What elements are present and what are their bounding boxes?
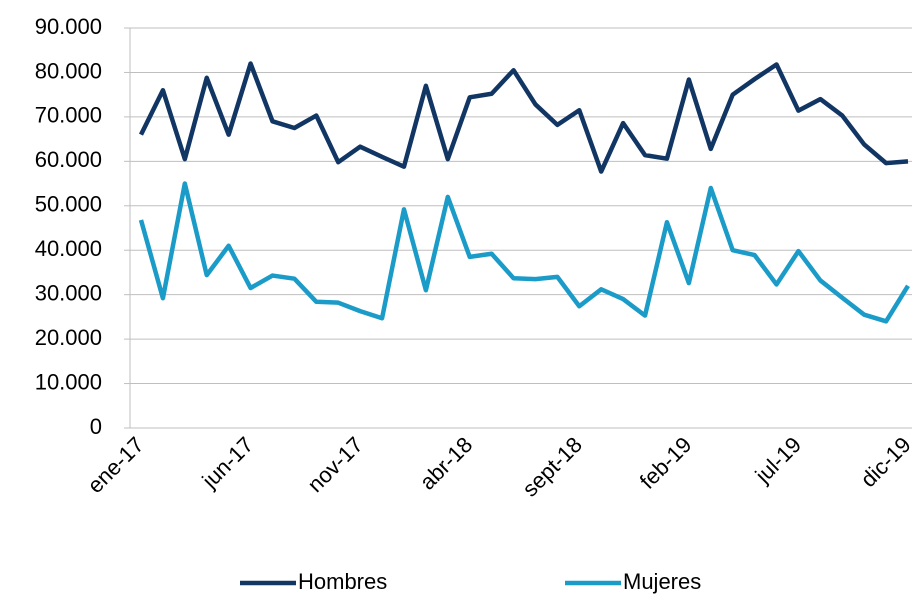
y-tick-label: 50.000 bbox=[35, 192, 102, 217]
x-tick-label: jun-17 bbox=[197, 432, 259, 494]
y-tick-label: 90.000 bbox=[35, 14, 102, 39]
series-line bbox=[138, 181, 910, 324]
x-tick-label: nov-17 bbox=[303, 432, 368, 497]
y-tick-label: 0 bbox=[90, 414, 102, 439]
legend-label: Mujeres bbox=[623, 569, 701, 594]
x-tick-label: feb-19 bbox=[635, 432, 697, 494]
y-tick-label: 20.000 bbox=[35, 325, 102, 350]
y-tick-label: 70.000 bbox=[35, 103, 102, 128]
y-tick-label: 40.000 bbox=[35, 236, 102, 261]
x-tick-label: abr-18 bbox=[415, 432, 478, 495]
y-tick-label: 10.000 bbox=[35, 369, 102, 394]
x-tick-label: sept-18 bbox=[517, 432, 587, 502]
y-tick-label: 80.000 bbox=[35, 58, 102, 83]
y-tick-label: 60.000 bbox=[35, 147, 102, 172]
x-tick-label: jul-19 bbox=[750, 432, 806, 488]
series-line bbox=[138, 61, 909, 174]
y-tick-label: 30.000 bbox=[35, 280, 102, 305]
x-tick-label: ene-17 bbox=[83, 432, 149, 498]
legend-label: Hombres bbox=[298, 569, 387, 594]
x-tick-label: dic-19 bbox=[856, 432, 914, 492]
